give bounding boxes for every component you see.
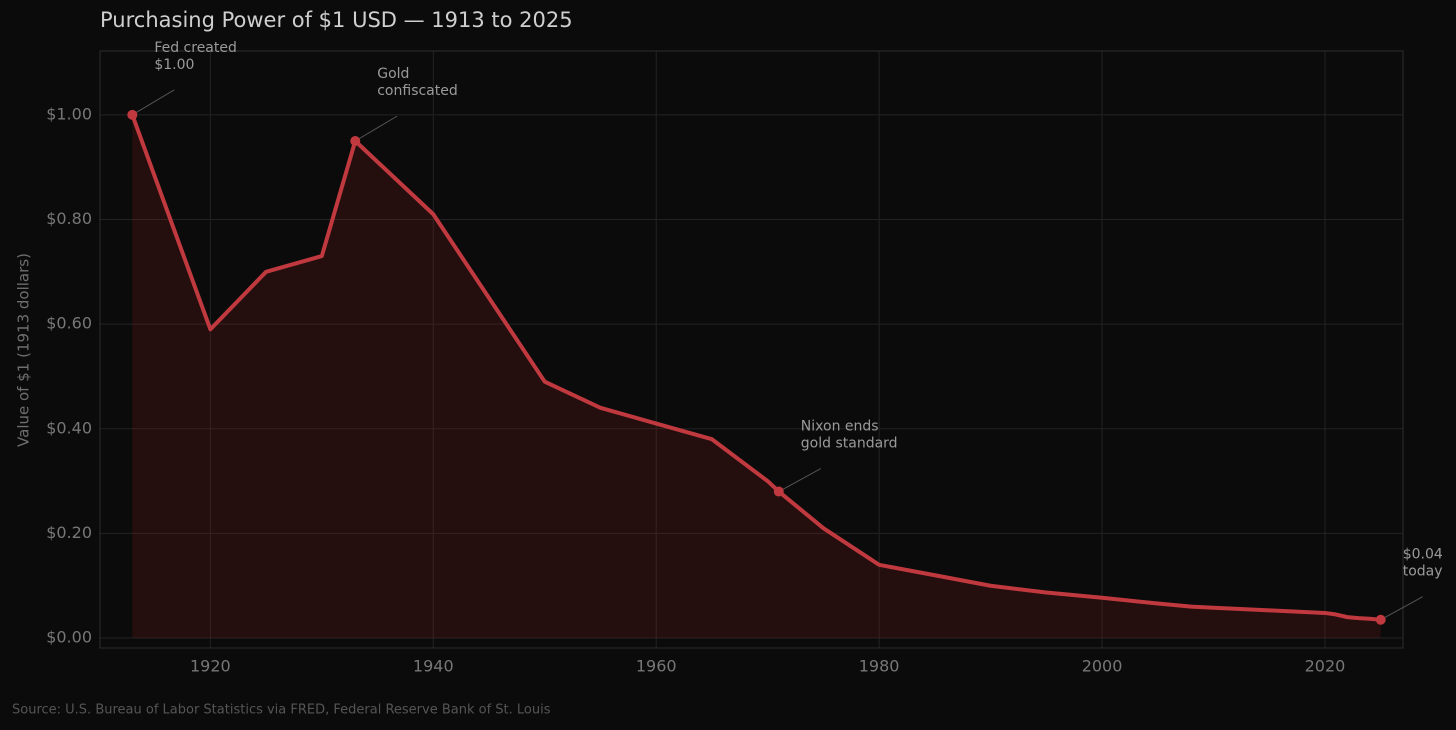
plot-frame (99, 50, 1404, 649)
annotation-text: gold standard (801, 436, 898, 452)
area-fill (132, 114, 1381, 639)
x-tick-label: 2000 (1082, 657, 1123, 676)
annotation-text: Nixon ends (801, 419, 879, 435)
line-series (130, 114, 1381, 622)
y-tick-label: $0.00 (46, 628, 92, 647)
annotation-text: $0.04 (1403, 547, 1443, 563)
annotation-point (350, 135, 361, 146)
annotation-point (773, 486, 784, 497)
x-tick-label: 1940 (413, 657, 454, 676)
annotation-text: today (1403, 564, 1443, 580)
x-tick-label: 2020 (1305, 657, 1346, 676)
y-tick-label: $0.20 (46, 523, 92, 542)
y-tick-label: $0.40 (46, 418, 92, 437)
annotation-point (127, 109, 138, 120)
y-tick-label: $0.60 (46, 314, 92, 333)
annotation-text: confiscated (377, 83, 458, 99)
y-tick-label: $0.80 (46, 209, 92, 228)
annotation-text: Fed created (154, 40, 237, 56)
annotation-leader (132, 89, 175, 116)
annotation-point (1375, 614, 1386, 625)
annotation-leader (354, 115, 398, 142)
annotation-leader (1380, 596, 1423, 621)
x-tick-label: 1980 (859, 657, 900, 676)
annotation-leader (778, 468, 822, 492)
y-axis-label: Value of $1 (1913 dollars) (15, 253, 33, 447)
y-tick-label: $1.00 (46, 104, 92, 123)
x-tick-label: 1960 (636, 657, 677, 676)
annotation-text: Gold (377, 66, 409, 82)
x-tick-label: 1920 (190, 657, 231, 676)
source-note: Source: U.S. Bureau of Labor Statistics … (12, 703, 551, 718)
chart-title: Purchasing Power of $1 USD — 1913 to 202… (100, 8, 573, 32)
annotation-text: $1.00 (154, 57, 194, 73)
